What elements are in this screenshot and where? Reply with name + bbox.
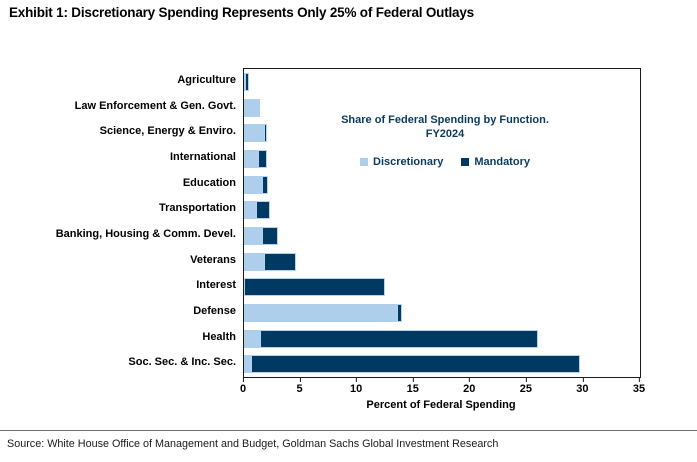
x-tick-mark: [582, 378, 584, 382]
x-tick: 30: [576, 378, 589, 395]
category-label: Education: [182, 176, 236, 189]
bar-row: [244, 124, 640, 143]
category-label: Banking, Housing & Comm. Devel.: [55, 228, 236, 240]
x-tick-mark: [412, 378, 414, 382]
x-tick-mark: [639, 378, 640, 382]
bar-segment-mandatory: [264, 124, 267, 143]
x-tick-label: 20: [463, 383, 476, 395]
source-text: Source: White House Office of Management…: [7, 438, 499, 450]
bar-segment-mandatory: [244, 278, 386, 297]
bar-segment-discretionary: [244, 175, 263, 194]
bar-segment-discretionary: [244, 226, 263, 245]
x-tick-mark: [299, 378, 301, 382]
x-axis-title: Percent of Federal Spending: [366, 399, 516, 411]
x-tick: 0: [240, 378, 246, 395]
x-tick: 15: [407, 378, 419, 395]
bar-segment-mandatory: [262, 226, 278, 245]
x-tick-label: 10: [350, 383, 363, 395]
bar-segment-discretionary: [244, 355, 251, 374]
bar-segment-discretionary: [244, 252, 265, 271]
bar-segment-mandatory: [256, 201, 270, 220]
exhibit-title: Exhibit 1: Discretionary Spending Repres…: [9, 5, 474, 20]
bar-row: [244, 226, 640, 245]
bar-row: [244, 201, 640, 220]
bar-row: [244, 149, 640, 168]
category-label: Health: [202, 330, 236, 343]
bar-row: [244, 252, 640, 271]
bar-segment-mandatory: [259, 329, 539, 348]
legend-item-discretionary: Discretionary: [360, 156, 443, 168]
bar-row: [244, 98, 640, 117]
x-tick: 20: [463, 378, 475, 395]
bar-segment-mandatory: [264, 252, 297, 271]
x-tick-mark: [469, 378, 471, 382]
x-tick: 35: [633, 378, 645, 395]
legend-label-mandatory: Mandatory: [474, 156, 530, 168]
x-axis-ticks: 0 5 10 15 20 25 30 35: [240, 378, 645, 398]
category-label: Veterans: [190, 253, 236, 266]
category-label: Soc. Sec. & Inc. Sec.: [128, 356, 236, 369]
bar-segment-mandatory: [245, 72, 249, 91]
category-label: Science, Energy & Enviro.: [99, 125, 236, 138]
legend-label-discretionary: Discretionary: [373, 156, 444, 168]
bar-segment-discretionary: [244, 329, 260, 348]
x-tick-label: 30: [576, 383, 589, 395]
category-label: International: [169, 151, 236, 163]
x-tick-mark: [243, 378, 244, 382]
bar-segment-mandatory: [250, 355, 581, 374]
category-label: Interest: [196, 279, 236, 292]
bar-row: [244, 175, 640, 194]
bar-row: [244, 329, 640, 348]
category-label: Agriculture: [177, 74, 236, 86]
legend-swatch-discretionary-icon: [360, 158, 369, 166]
bar-segment-discretionary: [244, 72, 246, 91]
bar-segment-mandatory: [396, 303, 403, 322]
category-label: Defense: [193, 305, 236, 317]
bar-segment-mandatory: [262, 175, 268, 194]
category-labels: Agriculture Law Enforcement & Gen. Govt. S…: [0, 68, 236, 376]
x-tick-label: 15: [406, 383, 419, 395]
chart-inner-header: Share of Federal Spending by Function. F…: [270, 113, 620, 168]
source-divider: [0, 430, 697, 431]
bar-row: [244, 72, 640, 91]
x-tick-label: 0: [239, 383, 247, 395]
x-tick: 10: [350, 378, 362, 395]
x-tick-mark: [525, 378, 527, 382]
x-tick: 5: [297, 378, 303, 395]
x-tick-label: 5: [296, 383, 303, 395]
bar-row: [244, 355, 640, 374]
bar-segment-mandatory: [257, 149, 267, 168]
chart-inner-title-line1: Share of Federal Spending by Function.: [341, 114, 549, 126]
x-tick-label: 25: [519, 383, 532, 395]
category-label: Transportation: [158, 202, 236, 215]
plot-area: [243, 68, 641, 378]
chart-inner-title-line2: FY2024: [425, 128, 465, 140]
x-tick: 25: [520, 378, 532, 395]
bar-segment-discretionary: [244, 149, 258, 168]
x-tick-mark: [356, 378, 358, 382]
bar-segment-discretionary: [244, 124, 265, 143]
x-tick-label: 35: [632, 383, 646, 395]
bar-segment-discretionary: [244, 303, 397, 322]
bar-segment-discretionary: [244, 201, 257, 220]
legend-swatch-mandatory-icon: [461, 158, 470, 166]
legend-item-mandatory: Mandatory: [461, 156, 530, 168]
category-label: Law Enforcement & Gen. Govt.: [74, 99, 236, 112]
bar-segment-discretionary: [244, 98, 260, 117]
bar-row: [244, 278, 640, 297]
bar-row: [244, 303, 640, 322]
legend: Discretionary Mandatory: [270, 156, 620, 168]
